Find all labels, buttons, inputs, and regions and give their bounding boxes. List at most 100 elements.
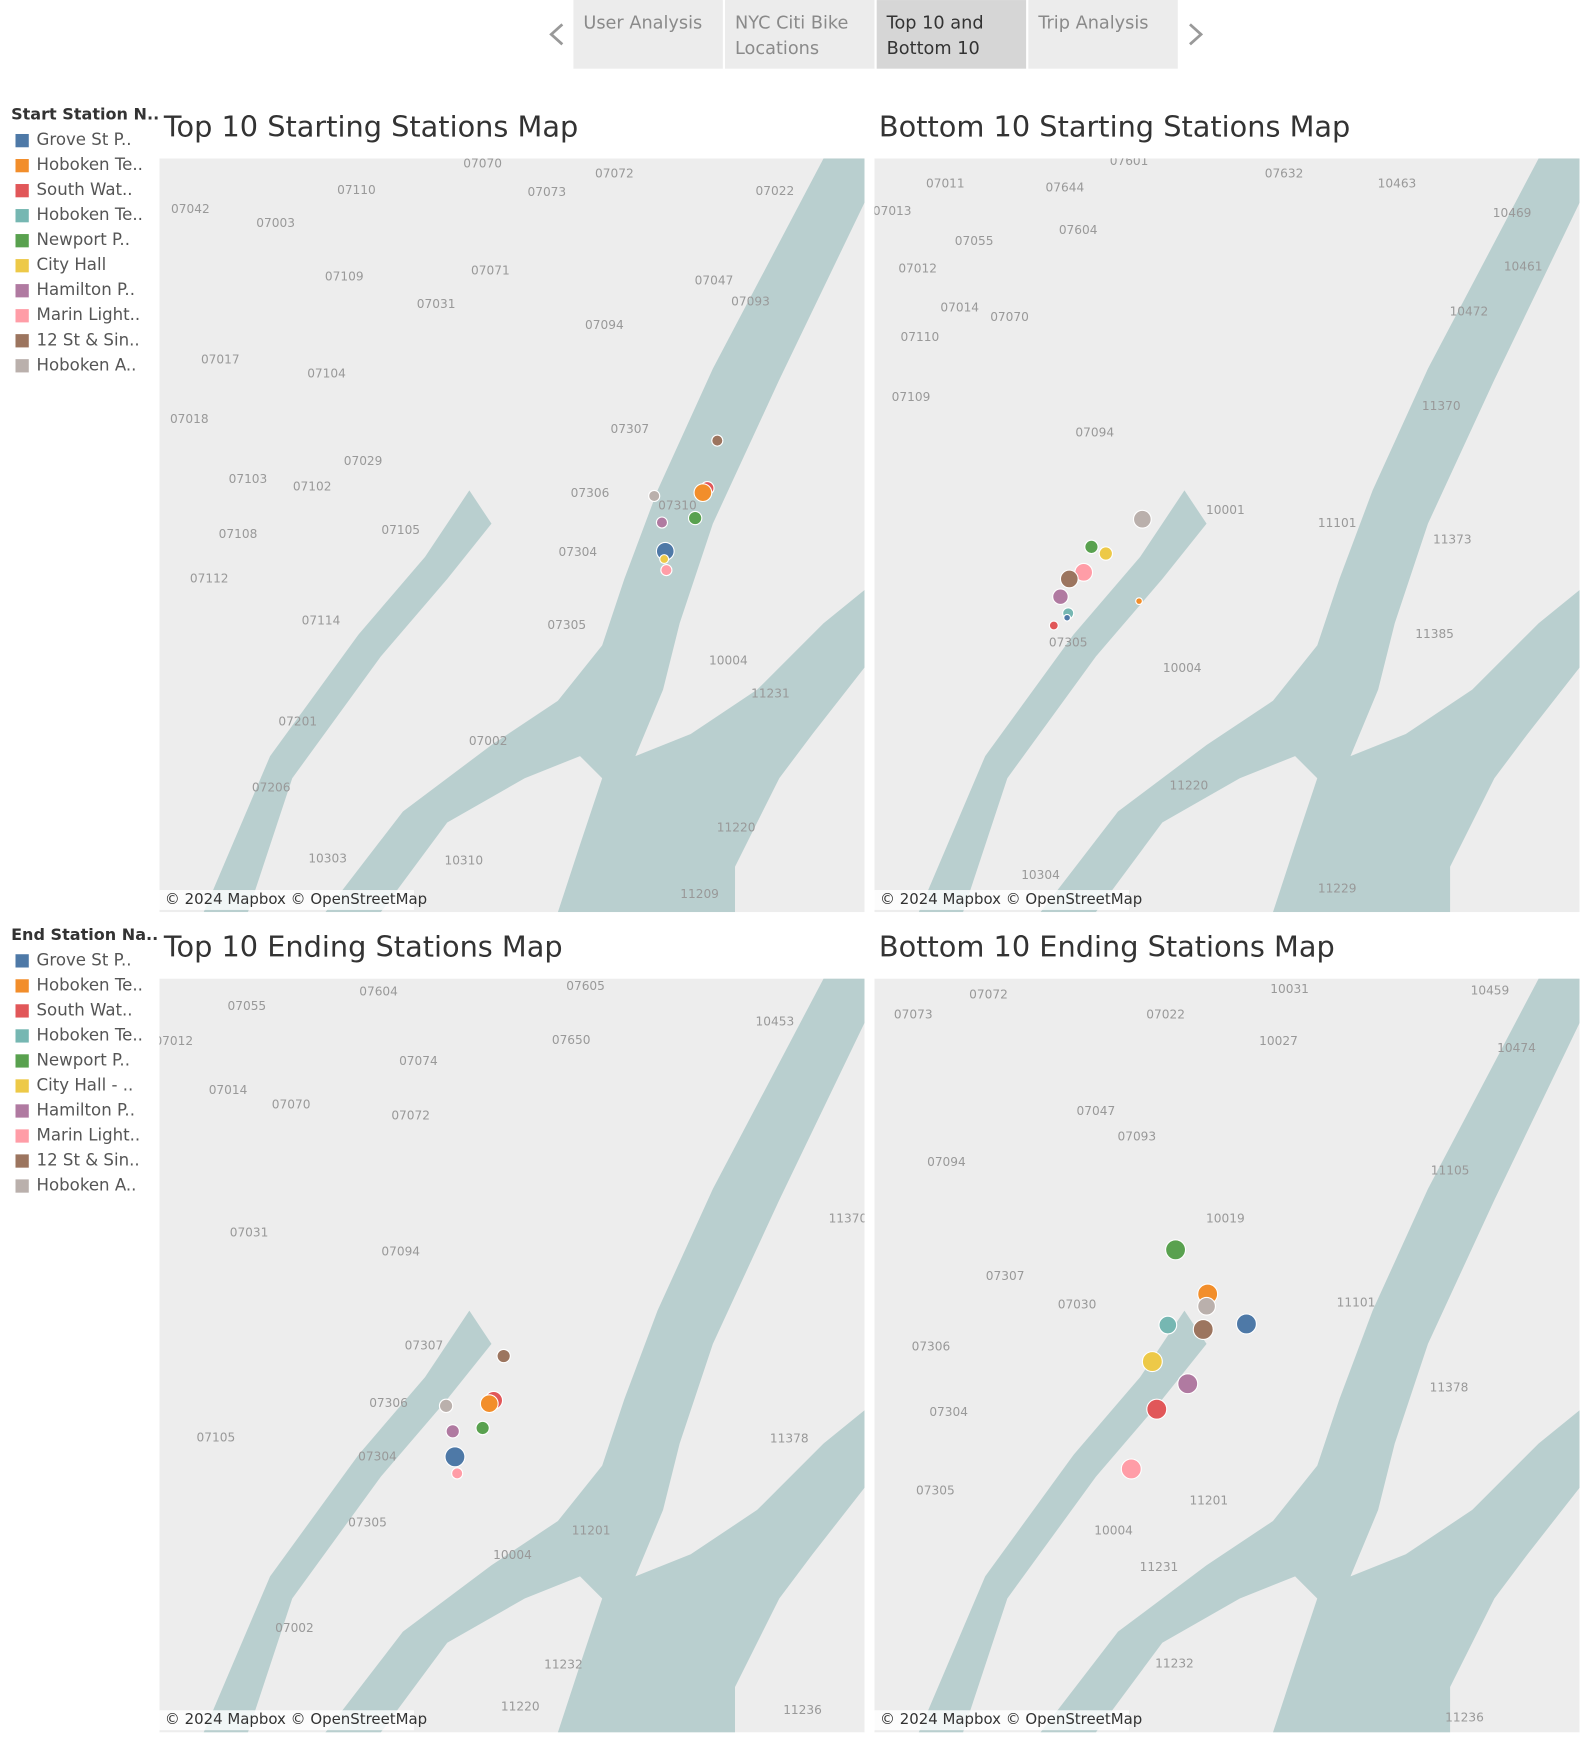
zip-label: 07031 (230, 1226, 269, 1240)
legend-swatch (15, 284, 29, 298)
zip-label: 07042 (171, 202, 210, 216)
zip-label: 10019 (1206, 1211, 1245, 1225)
map-attribution: © 2024 Mapbox © OpenStreetMap (165, 890, 427, 908)
station-dot[interactable] (1132, 509, 1152, 529)
zip-label: 07306 (571, 486, 610, 500)
station-dot[interactable] (1084, 539, 1099, 555)
station-dot[interactable] (693, 483, 713, 503)
tab-label: Bottom 10 (887, 39, 980, 59)
map[interactable]: 07070 07072 07110 07073 07022 07042 07003 07109… (159, 156, 865, 913)
station-dot[interactable] (1192, 1318, 1214, 1341)
zip-label: 11370 (829, 1211, 868, 1225)
legend-swatch (15, 209, 29, 223)
station-dot[interactable] (1059, 569, 1079, 589)
zip-label: 07112 (190, 571, 229, 585)
legend-swatch (15, 1154, 29, 1168)
station-dot[interactable] (648, 489, 661, 503)
station-dot[interactable] (660, 564, 673, 577)
tab[interactable] (1028, 0, 1178, 69)
map[interactable]: 07055 07605 07604 10453 07650 07012 07074 07014… (154, 978, 868, 1733)
legend-swatch (15, 184, 29, 198)
legend-label: Hoboken Te.. (37, 205, 143, 224)
zip-label: 07306 (369, 1396, 408, 1410)
zip-label: 07105 (381, 523, 420, 537)
station-dot[interactable] (1235, 1313, 1257, 1335)
station-dot[interactable] (1141, 1351, 1163, 1373)
station-dot[interactable] (1048, 620, 1059, 631)
zip-label: 07071 (471, 264, 510, 278)
zip-label: 07012 (898, 262, 937, 276)
station-dot[interactable] (1165, 1239, 1187, 1261)
station-dot[interactable] (1098, 546, 1114, 561)
station-dot[interactable] (1120, 1458, 1142, 1480)
station-dot[interactable] (1146, 1398, 1168, 1420)
tab-prev-arrow[interactable] (549, 23, 564, 46)
zip-label: 11236 (783, 1703, 822, 1717)
legend-swatch (15, 1179, 29, 1193)
legend-swatch (15, 1004, 29, 1018)
station-dot[interactable] (655, 516, 669, 529)
station-dot[interactable] (445, 1424, 460, 1439)
map-title: Top 10 Ending Stations Map (163, 930, 563, 964)
zip-label: 07305 (348, 1516, 387, 1530)
station-dot[interactable] (659, 554, 670, 565)
legend-title: End Station Na.. (11, 925, 158, 944)
zip-label: 11201 (572, 1523, 611, 1537)
zip-label: 11378 (770, 1432, 809, 1446)
station-dot[interactable] (475, 1420, 490, 1436)
legend-swatch (15, 1029, 29, 1043)
zip-label: 07307 (405, 1339, 444, 1353)
zip-label: 07003 (256, 216, 295, 230)
zip-label: 07310 (658, 498, 697, 512)
zip-label: 07047 (695, 274, 734, 288)
zip-label: 07110 (901, 330, 940, 344)
tab[interactable] (876, 0, 1027, 69)
station-dot[interactable] (1197, 1296, 1216, 1316)
zip-label: 07014 (209, 1083, 248, 1097)
zip-label: 07055 (955, 234, 994, 248)
map[interactable]: 07601 07632 10463 07011 07644 07013 10469 07055… (873, 154, 1580, 913)
station-dot[interactable] (1177, 1373, 1199, 1395)
station-dot[interactable] (687, 510, 703, 526)
zip-label: 11209 (680, 887, 719, 901)
map-attribution: © 2024 Mapbox © OpenStreetMap (880, 1710, 1142, 1728)
map-title: Top 10 Starting Stations Map (163, 109, 578, 143)
station-dot[interactable] (444, 1446, 466, 1468)
zip-label: 10453 (756, 1014, 795, 1028)
station-dot[interactable] (1135, 597, 1143, 605)
station-dot[interactable] (438, 1398, 454, 1414)
tab[interactable] (573, 0, 723, 69)
map-title: Bottom 10 Starting Stations Map (879, 109, 1350, 143)
zip-label: 07304 (929, 1405, 968, 1419)
station-dot[interactable] (479, 1394, 499, 1414)
zip-label: 07094 (1075, 425, 1114, 439)
map[interactable]: 07072 10031 10459 07073 07022 10027 10474 07047… (874, 978, 1580, 1733)
legend-label: Hamilton P.. (37, 280, 135, 299)
station-dot[interactable] (451, 1467, 464, 1480)
station-dot[interactable] (1158, 1315, 1178, 1335)
zip-label: 07073 (527, 185, 566, 199)
zip-label: 07108 (219, 527, 258, 541)
zip-label: 10031 (1270, 982, 1309, 996)
zip-label: 11105 (1431, 1164, 1470, 1178)
zip-label: 11231 (751, 687, 790, 701)
zip-label: 07305 (547, 618, 586, 632)
zip-label: 07102 (293, 480, 332, 494)
zip-label: 10004 (1094, 1523, 1133, 1537)
station-dot[interactable] (496, 1348, 511, 1364)
station-dot[interactable] (1052, 588, 1069, 605)
tab-next-arrow[interactable] (1189, 23, 1204, 46)
legend-label: South Wat.. (37, 1000, 133, 1019)
legend-swatch (15, 133, 29, 148)
zip-label: 10463 (1378, 176, 1417, 190)
tab[interactable] (725, 0, 875, 69)
zip-label: 07072 (595, 166, 634, 180)
station-dot[interactable] (711, 434, 724, 447)
legend-swatch (15, 1054, 29, 1068)
legend-swatch (15, 234, 29, 248)
zip-label: 07109 (325, 269, 364, 283)
zip-label: 07093 (731, 295, 770, 309)
zip-label: 07306 (912, 1340, 951, 1354)
station-dot[interactable] (1063, 613, 1071, 622)
zip-label: 11229 (1318, 881, 1357, 895)
